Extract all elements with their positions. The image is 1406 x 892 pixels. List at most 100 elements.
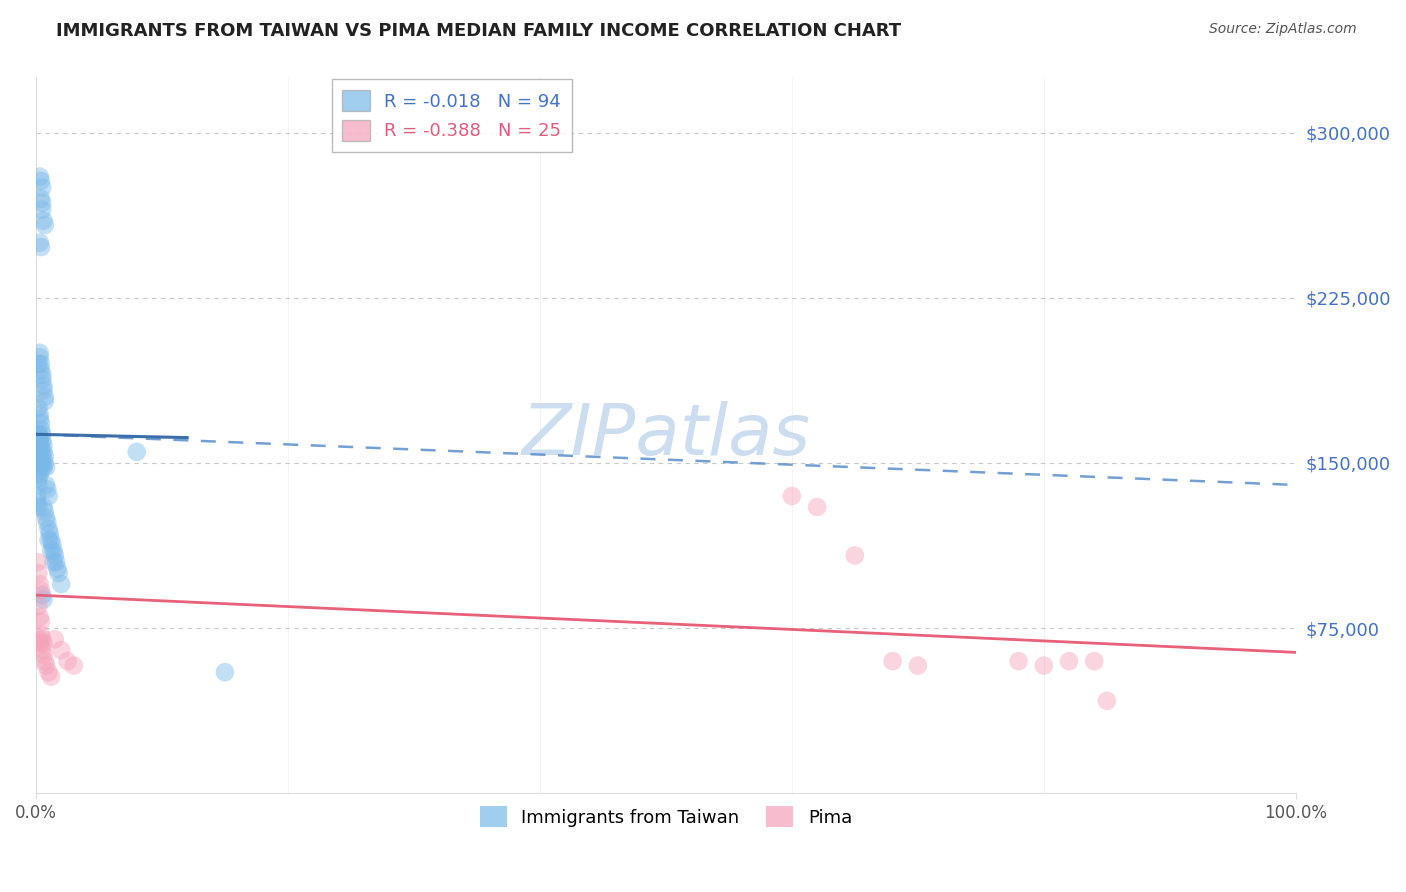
Point bbox=[39, 670, 62, 684]
Point bbox=[35, 658, 58, 673]
Point bbox=[34, 504, 56, 518]
Point bbox=[31, 427, 53, 442]
Point bbox=[31, 588, 53, 602]
Point bbox=[27, 599, 49, 613]
Point bbox=[882, 654, 904, 668]
Point bbox=[30, 583, 52, 598]
Point bbox=[44, 549, 66, 563]
Point bbox=[34, 456, 56, 470]
Point bbox=[32, 383, 55, 397]
Point bbox=[34, 394, 56, 409]
Point bbox=[1095, 694, 1118, 708]
Point bbox=[25, 467, 48, 481]
Point bbox=[28, 408, 51, 422]
Point bbox=[27, 451, 49, 466]
Legend: Immigrants from Taiwan, Pima: Immigrants from Taiwan, Pima bbox=[472, 799, 859, 834]
Point bbox=[27, 401, 49, 415]
Text: IMMIGRANTS FROM TAIWAN VS PIMA MEDIAN FAMILY INCOME CORRELATION CHART: IMMIGRANTS FROM TAIWAN VS PIMA MEDIAN FA… bbox=[56, 22, 901, 40]
Point bbox=[27, 434, 49, 448]
Point bbox=[49, 643, 72, 657]
Point bbox=[31, 450, 53, 464]
Point bbox=[1007, 654, 1029, 668]
Point bbox=[28, 235, 51, 250]
Point bbox=[30, 450, 52, 464]
Point bbox=[28, 434, 51, 448]
Point bbox=[25, 445, 48, 459]
Point bbox=[35, 478, 58, 492]
Point bbox=[41, 537, 63, 551]
Point bbox=[27, 566, 49, 580]
Point bbox=[28, 346, 51, 360]
Point bbox=[27, 427, 49, 442]
Point bbox=[38, 522, 60, 536]
Point bbox=[38, 489, 60, 503]
Point bbox=[32, 445, 55, 459]
Point bbox=[28, 467, 51, 481]
Point bbox=[42, 544, 65, 558]
Point bbox=[28, 460, 51, 475]
Point bbox=[30, 417, 52, 431]
Point bbox=[31, 372, 53, 386]
Point bbox=[37, 516, 59, 530]
Point bbox=[25, 489, 48, 503]
Point bbox=[28, 412, 51, 426]
Point bbox=[32, 379, 55, 393]
Point bbox=[27, 427, 49, 442]
Point bbox=[32, 592, 55, 607]
Point bbox=[25, 555, 48, 569]
Point bbox=[27, 456, 49, 470]
Point bbox=[27, 478, 49, 492]
Point bbox=[32, 438, 55, 452]
Point bbox=[28, 636, 51, 650]
Point bbox=[31, 456, 53, 470]
Point bbox=[28, 429, 51, 443]
Point bbox=[44, 632, 66, 647]
Point bbox=[30, 192, 52, 206]
Point bbox=[46, 562, 69, 576]
Point bbox=[30, 628, 52, 642]
Point bbox=[30, 615, 52, 629]
Point bbox=[30, 456, 52, 470]
Point bbox=[907, 658, 929, 673]
Point bbox=[28, 445, 51, 459]
Point bbox=[30, 240, 52, 254]
Point bbox=[32, 213, 55, 227]
Point bbox=[31, 643, 53, 657]
Point bbox=[38, 665, 60, 680]
Point bbox=[45, 555, 67, 569]
Point bbox=[56, 654, 79, 668]
Point bbox=[30, 357, 52, 371]
Text: Source: ZipAtlas.com: Source: ZipAtlas.com bbox=[1209, 22, 1357, 37]
Point bbox=[31, 460, 53, 475]
Text: ZIPatlas: ZIPatlas bbox=[522, 401, 810, 470]
Point bbox=[27, 500, 49, 514]
Point bbox=[30, 423, 52, 437]
Point bbox=[214, 665, 236, 680]
Point bbox=[31, 368, 53, 382]
Point bbox=[31, 202, 53, 217]
Point bbox=[34, 654, 56, 668]
Point bbox=[38, 526, 60, 541]
Point bbox=[39, 533, 62, 547]
Point bbox=[25, 495, 48, 509]
Point bbox=[31, 434, 53, 448]
Point bbox=[30, 438, 52, 452]
Point bbox=[32, 500, 55, 514]
Point bbox=[31, 632, 53, 647]
Point bbox=[125, 445, 148, 459]
Point bbox=[42, 555, 65, 569]
Point bbox=[28, 350, 51, 364]
Point bbox=[806, 500, 828, 514]
Point bbox=[30, 174, 52, 188]
Point bbox=[28, 438, 51, 452]
Point bbox=[28, 577, 51, 591]
Point bbox=[37, 483, 59, 497]
Point bbox=[32, 648, 55, 662]
Point bbox=[27, 471, 49, 485]
Point bbox=[34, 218, 56, 232]
Point bbox=[1032, 658, 1054, 673]
Point bbox=[39, 544, 62, 558]
Point bbox=[35, 511, 58, 525]
Point bbox=[27, 357, 49, 371]
Point bbox=[30, 363, 52, 377]
